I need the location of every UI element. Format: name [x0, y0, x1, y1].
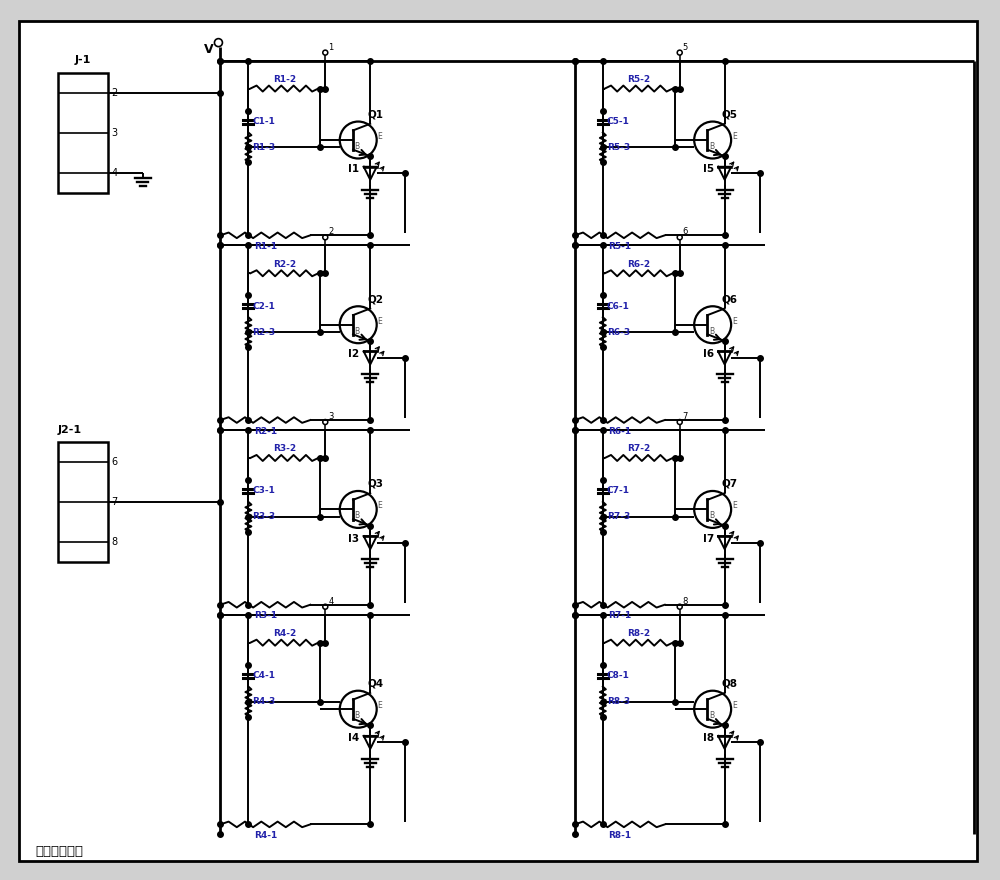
Text: E: E [378, 317, 382, 326]
Text: 6: 6 [112, 458, 118, 467]
Text: R4-3: R4-3 [252, 697, 276, 706]
Text: 5: 5 [683, 42, 688, 52]
Text: I4: I4 [348, 733, 360, 744]
Text: B: B [709, 142, 714, 151]
Text: E: E [732, 701, 737, 710]
Text: I7: I7 [703, 533, 714, 544]
Text: E: E [378, 502, 382, 510]
Text: R7-3: R7-3 [607, 512, 630, 521]
Text: R4-2: R4-2 [273, 629, 296, 638]
Text: B: B [355, 511, 360, 520]
Text: Q3: Q3 [367, 479, 383, 489]
Text: C4-1: C4-1 [252, 671, 275, 680]
Text: V: V [204, 42, 213, 55]
Text: R1-3: R1-3 [252, 143, 276, 152]
Text: R5-1: R5-1 [608, 242, 631, 251]
Text: E: E [378, 701, 382, 710]
Text: R8-1: R8-1 [608, 831, 631, 840]
Text: R6-3: R6-3 [607, 327, 630, 337]
Text: C2-1: C2-1 [252, 302, 275, 311]
Text: I2: I2 [348, 349, 359, 359]
Text: C5-1: C5-1 [607, 117, 630, 126]
Text: Q8: Q8 [722, 678, 738, 689]
Text: R4-1: R4-1 [254, 831, 277, 840]
Text: E: E [378, 132, 382, 141]
Text: J-1: J-1 [74, 55, 91, 65]
Text: 4: 4 [112, 168, 118, 178]
Text: R1-1: R1-1 [254, 242, 277, 251]
Text: E: E [732, 317, 737, 326]
Text: B: B [709, 326, 714, 335]
Text: B: B [709, 511, 714, 520]
Text: 3: 3 [328, 412, 334, 421]
Text: R6-2: R6-2 [627, 260, 650, 268]
Text: E: E [732, 132, 737, 141]
Text: C1-1: C1-1 [252, 117, 275, 126]
Text: B: B [709, 711, 714, 720]
Text: 3: 3 [112, 128, 118, 138]
Text: R8-3: R8-3 [607, 697, 630, 706]
Text: I5: I5 [703, 165, 714, 174]
Bar [58, 73, 108, 193]
Text: 1: 1 [328, 42, 334, 52]
Text: Q5: Q5 [722, 109, 738, 120]
Text: R5-3: R5-3 [607, 143, 630, 152]
Text: 6: 6 [683, 227, 688, 237]
Text: B: B [355, 142, 360, 151]
Text: C3-1: C3-1 [252, 487, 275, 495]
Text: I1: I1 [348, 165, 359, 174]
Text: Q4: Q4 [367, 678, 384, 689]
Text: R3-2: R3-2 [273, 444, 296, 453]
Text: C7-1: C7-1 [607, 487, 630, 495]
Text: Q1: Q1 [367, 109, 383, 120]
Text: 4: 4 [328, 597, 334, 605]
Text: I8: I8 [703, 733, 714, 744]
Text: R3-1: R3-1 [254, 612, 277, 620]
Text: R5-2: R5-2 [627, 75, 650, 84]
Text: R3-3: R3-3 [252, 512, 276, 521]
Text: 2: 2 [112, 88, 118, 98]
Text: Q2: Q2 [367, 294, 383, 304]
Text: R7-1: R7-1 [608, 612, 631, 620]
Text: Q7: Q7 [722, 479, 738, 489]
Text: R7-2: R7-2 [627, 444, 650, 453]
Text: 光电感应部分: 光电感应部分 [36, 845, 84, 858]
Text: I3: I3 [348, 533, 359, 544]
Text: B: B [355, 326, 360, 335]
Text: B: B [355, 711, 360, 720]
Text: R8-2: R8-2 [627, 629, 650, 638]
Text: I6: I6 [703, 349, 714, 359]
Text: R2-2: R2-2 [273, 260, 296, 268]
Text: 8: 8 [112, 538, 118, 547]
Text: 7: 7 [112, 497, 118, 508]
Text: 7: 7 [683, 412, 688, 421]
Text: R2-1: R2-1 [254, 427, 277, 436]
Text: 2: 2 [328, 227, 334, 237]
Text: R2-3: R2-3 [252, 327, 276, 337]
Text: Q6: Q6 [722, 294, 738, 304]
Text: R1-2: R1-2 [273, 75, 296, 84]
Text: 8: 8 [683, 597, 688, 605]
Text: E: E [732, 502, 737, 510]
Text: R6-1: R6-1 [608, 427, 631, 436]
Bar [58, 443, 108, 562]
Text: C6-1: C6-1 [607, 302, 630, 311]
Text: J2-1: J2-1 [58, 424, 82, 435]
Text: C8-1: C8-1 [607, 671, 630, 680]
